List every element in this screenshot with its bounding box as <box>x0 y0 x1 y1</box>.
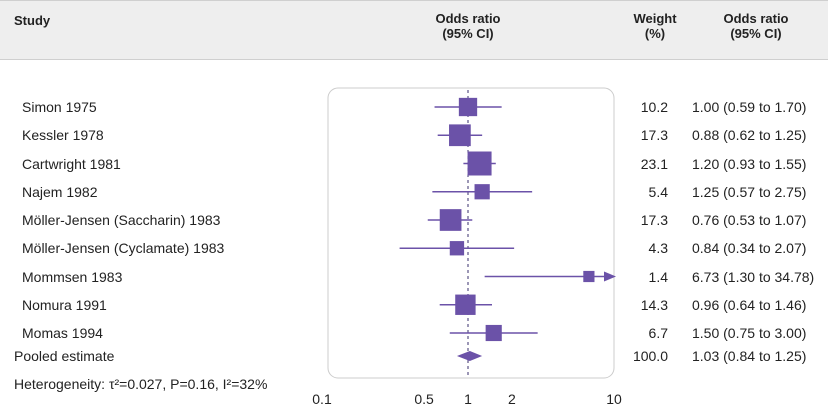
study-marker <box>439 209 462 231</box>
odds-ratio-ci-column-header: Odds ratio (95% CI) <box>700 11 812 41</box>
ci-arrow-icon <box>604 271 616 282</box>
study-name: Möller-Jensen (Saccharin) 1983 <box>22 212 221 228</box>
ci-header-line2: (95% CI) <box>730 26 782 41</box>
study-or-ci: 0.84 (0.34 to 2.07) <box>692 240 807 257</box>
study-weight: 1.4 <box>648 268 668 285</box>
x-tick-label: 2 <box>508 391 516 407</box>
study-name: Nomura 1991 <box>22 296 107 313</box>
study-name: Simon 1975 <box>22 99 97 115</box>
study-name: Momas 1994 <box>22 325 103 341</box>
pooled-diamond <box>456 351 483 361</box>
study-weight: 23.1 <box>640 155 668 172</box>
study-weight: 17.3 <box>640 212 668 228</box>
study-or-ci: 0.96 (0.64 to 1.46) <box>692 296 807 313</box>
study-or-ci: 1.50 (0.75 to 3.00) <box>692 325 807 341</box>
study-name: Cartwright 1981 <box>22 155 121 172</box>
pooled-label: Pooled estimate <box>14 348 115 364</box>
study-marker <box>474 184 490 200</box>
study-name: Möller-Jensen (Cyclamate) 1983 <box>22 240 225 257</box>
study-weight: 14.3 <box>640 296 668 313</box>
study-marker <box>455 294 476 315</box>
study-weight: 5.4 <box>648 183 668 200</box>
study-column-header: Study <box>14 13 51 28</box>
study-name: Najem 1982 <box>22 183 98 200</box>
weight-header-line1: Weight <box>633 11 677 26</box>
study-or-ci: 1.20 (0.93 to 1.55) <box>692 155 807 172</box>
odds-ratio-header-line1: Odds ratio <box>435 11 501 26</box>
x-tick-label: 10 <box>606 391 622 407</box>
study-name: Kessler 1978 <box>22 127 104 144</box>
odds-ratio-plot-header: Odds ratio (95% CI) <box>400 11 536 41</box>
x-tick-label: 1 <box>464 391 472 407</box>
study-or-ci: 6.73 (1.30 to 34.78) <box>692 268 815 285</box>
study-or-ci: 0.88 (0.62 to 1.25) <box>692 127 807 144</box>
study-marker <box>467 151 492 176</box>
ci-header-line1: Odds ratio <box>723 11 789 26</box>
pooled-or-ci: 1.03 (0.84 to 1.25) <box>692 348 807 364</box>
x-tick-label: 0.5 <box>414 391 434 407</box>
study-weight: 6.7 <box>648 325 668 341</box>
study-marker <box>583 270 595 283</box>
pooled-weight: 100.0 <box>632 348 668 364</box>
x-tick-label: 0.1 <box>312 391 332 407</box>
heterogeneity-note: Heterogeneity: τ²=0.027, P=0.16, I²=32% <box>14 376 268 392</box>
study-or-ci: 1.25 (0.57 to 2.75) <box>692 183 807 200</box>
weight-header-line2: (%) <box>644 26 666 41</box>
study-marker <box>485 324 502 342</box>
study-or-ci: 1.00 (0.59 to 1.70) <box>692 99 807 115</box>
study-name: Mommsen 1983 <box>22 268 123 285</box>
weight-column-header: Weight (%) <box>620 11 690 41</box>
study-marker <box>458 97 478 117</box>
plot-panel-frame <box>327 87 615 379</box>
study-weight: 17.3 <box>640 127 668 144</box>
odds-ratio-header-line2: (95% CI) <box>442 26 494 41</box>
study-marker <box>449 124 471 147</box>
study-weight: 4.3 <box>648 240 668 257</box>
study-marker <box>449 241 465 256</box>
study-or-ci: 0.76 (0.53 to 1.07) <box>692 212 807 228</box>
table-header: Study Odds ratio (95% CI) Weight (%) Odd… <box>0 0 828 60</box>
study-weight: 10.2 <box>640 99 668 115</box>
